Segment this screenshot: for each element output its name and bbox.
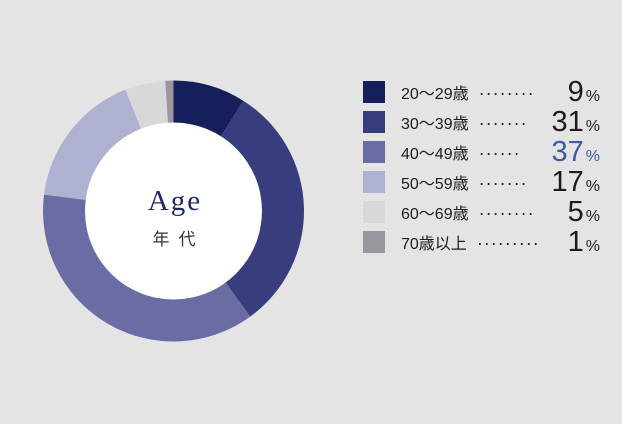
legend-value: 9% xyxy=(550,75,600,108)
legend-value-number: 1 xyxy=(567,225,584,258)
legend-label: 40〜49歳 xyxy=(401,146,469,163)
legend-value: 37% xyxy=(550,135,601,168)
legend-row: 20〜29歳 ········ 9% xyxy=(363,77,600,107)
legend-dots-leader: ······· xyxy=(478,112,528,133)
legend-swatch xyxy=(363,231,385,253)
legend-label: 50〜59歳 xyxy=(401,176,469,193)
legend-label: 70歳以上 xyxy=(401,236,467,253)
donut-hole xyxy=(85,122,262,300)
legend-value-unit: % xyxy=(585,117,600,135)
legend-value-unit: % xyxy=(585,177,600,195)
legend-swatch xyxy=(363,171,385,193)
legend-swatch xyxy=(363,141,385,163)
legend-dots-leader: ······ xyxy=(478,142,521,163)
legend-value: 17% xyxy=(550,165,601,198)
legend-value: 31% xyxy=(550,105,601,138)
legend-value-unit: % xyxy=(585,237,600,255)
legend-swatch xyxy=(363,111,385,133)
legend-value-number: 5 xyxy=(567,195,584,228)
legend-swatch xyxy=(363,201,385,223)
legend-value: 1% xyxy=(550,225,600,258)
legend-value: 5% xyxy=(550,195,600,228)
legend-swatch xyxy=(363,81,385,103)
legend-value-number: 9 xyxy=(567,75,584,108)
legend-value-number: 37 xyxy=(551,135,584,168)
legend-value-unit: % xyxy=(585,87,600,105)
legend-dots-leader: ········· xyxy=(476,232,540,253)
legend: 20〜29歳 ········ 9% 30〜39歳 ······· 31% 40〜49歳 ··… xyxy=(363,77,600,257)
legend-label: 60〜69歳 xyxy=(401,206,469,223)
legend-row: 30〜39歳 ······· 31% xyxy=(363,107,600,137)
legend-row: 70歳以上 ········· 1% xyxy=(363,227,600,257)
legend-dots-leader: ······· xyxy=(478,172,528,193)
legend-row: 40〜49歳 ······ 37% xyxy=(363,137,600,167)
legend-value-unit: % xyxy=(585,207,600,225)
legend-value-number: 17 xyxy=(551,165,584,198)
legend-row: 60〜69歳 ········ 5% xyxy=(363,197,600,227)
legend-value-unit: % xyxy=(585,147,600,165)
legend-value-number: 31 xyxy=(551,105,584,138)
legend-dots-leader: ········ xyxy=(478,202,535,223)
legend-label: 30〜39歳 xyxy=(401,116,469,133)
legend-label: 20〜29歳 xyxy=(401,86,469,103)
legend-row: 50〜59歳 ······· 17% xyxy=(363,167,600,197)
legend-dots-leader: ········ xyxy=(478,82,535,103)
